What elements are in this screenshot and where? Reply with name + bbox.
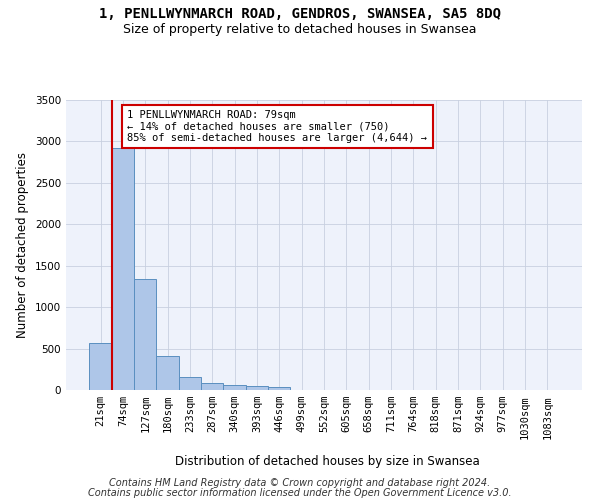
Bar	[157, 356, 179, 390]
Bar	[112, 148, 134, 390]
Bar	[268, 386, 290, 390]
Bar	[89, 343, 112, 390]
Y-axis label: Number of detached properties: Number of detached properties	[16, 152, 29, 338]
Text: Size of property relative to detached houses in Swansea: Size of property relative to detached ho…	[123, 22, 477, 36]
Text: 1, PENLLWYNMARCH ROAD, GENDROS, SWANSEA, SA5 8DQ: 1, PENLLWYNMARCH ROAD, GENDROS, SWANSEA,…	[99, 8, 501, 22]
Bar	[201, 384, 223, 390]
Text: Contains HM Land Registry data © Crown copyright and database right 2024.: Contains HM Land Registry data © Crown c…	[109, 478, 491, 488]
Text: Distribution of detached houses by size in Swansea: Distribution of detached houses by size …	[175, 454, 479, 468]
Bar	[179, 377, 201, 390]
Bar	[223, 386, 246, 390]
Text: 1 PENLLWYNMARCH ROAD: 79sqm
← 14% of detached houses are smaller (750)
85% of se: 1 PENLLWYNMARCH ROAD: 79sqm ← 14% of det…	[127, 110, 427, 143]
Bar	[134, 279, 157, 390]
Bar	[246, 386, 268, 390]
Text: Contains public sector information licensed under the Open Government Licence v3: Contains public sector information licen…	[88, 488, 512, 498]
